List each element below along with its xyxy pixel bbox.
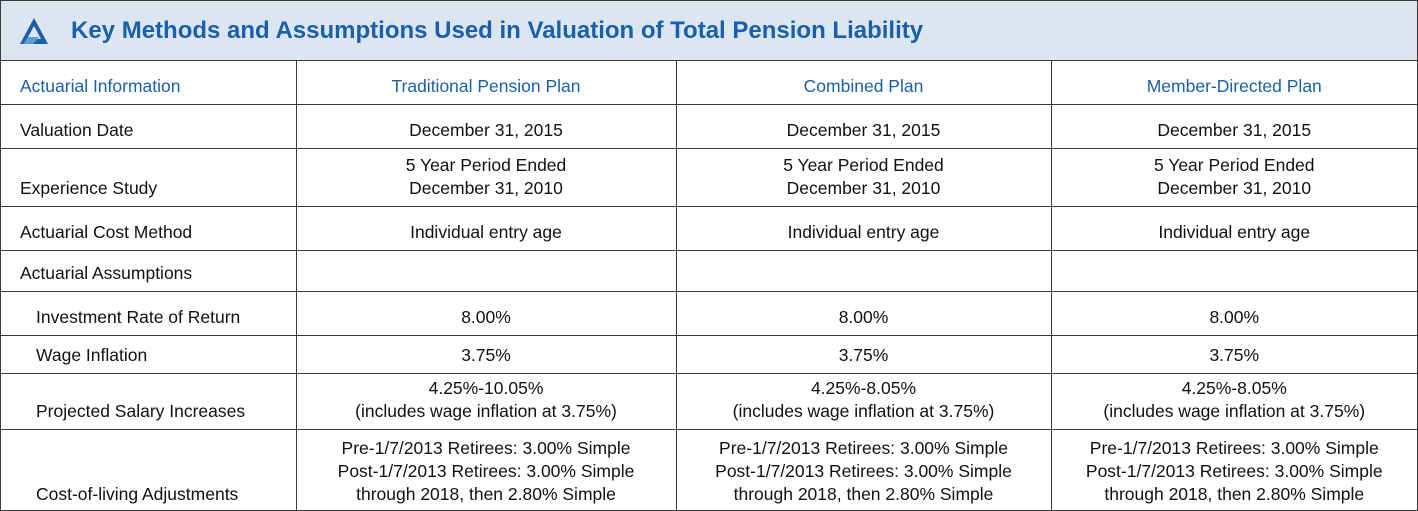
cell-text: 3.75% [1209,344,1260,365]
cell: 8.00% [1050,290,1417,336]
cell: 3.75% [295,334,677,374]
cell-text: Individual entry age [410,221,562,242]
cell-text: December 31, 2010 [409,177,563,198]
cell-text: 8.00% [1209,306,1260,327]
assumptions-table: Actuarial Information Traditional Pension… [1,61,1417,510]
cell: 4.25%-10.05% (includes wage inflation at … [295,372,677,430]
table-row: Actuarial Cost Method Individual entry ag… [1,205,1417,251]
cell: Pre-1/7/2013 Retirees: 3.00% Simple Post-… [1050,428,1417,510]
row-label: Experience Study [1,147,297,207]
cell-text: 5 Year Period Ended [1153,154,1315,175]
table-row: Actuarial Assumptions [1,249,1417,292]
cell [1050,249,1417,292]
cell: 5 Year Period Ended December 31, 2010 [675,147,1052,207]
cell: 5 Year Period Ended December 31, 2010 [1050,147,1417,207]
cell-text: 4.25%-10.05% [428,377,544,398]
title-bar: Key Methods and Assumptions Used in Valu… [1,1,1417,61]
row-label: Cost-of-living Adjustments [1,428,297,510]
cell: 3.75% [675,334,1052,374]
cell-text: Post-1/7/2013 Retirees: 3.00% Simple [1085,460,1383,481]
cell-text: Pre-1/7/2013 Retirees: 3.00% Simple [719,437,1008,458]
cell-text: 8.00% [838,306,889,327]
table-row: Investment Rate of Return 8.00% 8.00% 8.00% [1,290,1417,336]
row-label: Valuation Date [1,103,297,149]
cell: December 31, 2015 [675,103,1052,149]
cell-text: 3.75% [838,344,889,365]
cell-text: December 31, 2010 [786,177,941,198]
row-label: Investment Rate of Return [1,290,297,336]
cell: 4.25%-8.05% (includes wage inflation at 3… [675,372,1052,430]
cell-text: December 31, 2015 [409,119,563,140]
cell-text: December 31, 2015 [1157,119,1312,140]
cell-text: through 2018, then 2.80% Simple [733,483,994,504]
cell-text: (includes wage inflation at 3.75%) [355,400,617,421]
table-row: Experience Study 5 Year Period Ended Decem… [1,147,1417,207]
cell: December 31, 2015 [1050,103,1417,149]
cell-text: through 2018, then 2.80% Simple [1104,483,1365,504]
cell: Individual entry age [675,205,1052,251]
cell-text: 4.25%-8.05% [1181,377,1287,398]
cell: Pre-1/7/2013 Retirees: 3.00% Simple Post-… [295,428,677,510]
cell: Pre-1/7/2013 Retirees: 3.00% Simple Post-… [675,428,1052,510]
cell-text: 8.00% [461,306,511,327]
row-label: Actuarial Assumptions [1,249,297,292]
cell: December 31, 2015 [295,103,677,149]
cell-text: December 31, 2015 [786,119,941,140]
cell-text: (includes wage inflation at 3.75%) [732,400,995,421]
cell-text: Post-1/7/2013 Retirees: 3.00% Simple [715,460,1012,481]
cell: Individual entry age [295,205,677,251]
cell-text: Pre-1/7/2013 Retirees: 3.00% Simple [341,437,631,458]
table-row: Valuation Date December 31, 2015 December … [1,103,1417,149]
cell-text: through 2018, then 2.80% Simple [356,483,616,504]
cell: 5 Year Period Ended December 31, 2010 [295,147,677,207]
table-row: Wage Inflation 3.75% 3.75% 3.75% [1,334,1417,374]
row-label: Projected Salary Increases [1,372,297,430]
cell-text: December 31, 2010 [1157,177,1312,198]
column-header: Traditional Pension Plan [295,61,677,105]
cell: 8.00% [675,290,1052,336]
table-row: Cost-of-living Adjustments Pre-1/7/2013 R… [1,428,1417,510]
cell-text: Individual entry age [1158,221,1311,242]
cell: 3.75% [1050,334,1417,374]
cell-text: Post-1/7/2013 Retirees: 3.00% Simple [337,460,635,481]
row-label: Actuarial Cost Method [1,205,297,251]
cell-text: Pre-1/7/2013 Retirees: 3.00% Simple [1089,437,1379,458]
cell-text: 5 Year Period Ended [405,154,567,175]
row-label: Wage Inflation [1,334,297,374]
column-header: Actuarial Information [1,61,297,105]
table-row: Projected Salary Increases 4.25%-10.05% (i… [1,372,1417,430]
cell: 8.00% [295,290,677,336]
column-header: Member-Directed Plan [1050,61,1417,105]
cell-text: Individual entry age [787,221,940,242]
cell: 4.25%-8.05% (includes wage inflation at 3… [1050,372,1417,430]
cell-text: (includes wage inflation at 3.75%) [1103,400,1366,421]
cell-text: 5 Year Period Ended [783,154,944,175]
cell [675,249,1052,292]
cell [295,249,677,292]
column-header: Combined Plan [675,61,1052,105]
header-row: Actuarial Information Traditional Pension… [1,61,1417,105]
cell-text: 3.75% [461,344,511,365]
cell-text: 4.25%-8.05% [810,377,917,398]
cell: Individual entry age [1050,205,1417,251]
title: Key Methods and Assumptions Used in Valu… [71,16,924,44]
logo [20,17,48,44]
